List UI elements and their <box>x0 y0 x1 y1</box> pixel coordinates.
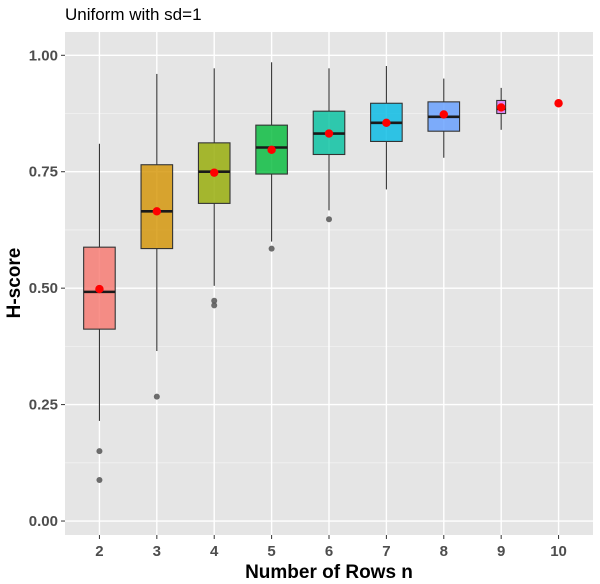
mean-point <box>382 118 391 128</box>
box-7 <box>370 65 403 190</box>
y-axis: 0.00 0.25 0.50 0.75 1.00 <box>29 47 65 530</box>
box-9 <box>496 87 507 130</box>
x-tick-label: 10 <box>550 543 567 560</box>
x-tick-label: 8 <box>440 543 448 560</box>
box-2 <box>83 143 116 484</box>
y-tick-label: 0.50 <box>29 280 58 297</box>
outlier-point <box>96 448 103 455</box>
outlier-point <box>96 477 103 484</box>
mean-point <box>324 129 334 138</box>
outlier-point <box>268 245 275 252</box>
mean-point <box>152 207 162 216</box>
x-axis-title: Number of Rows n <box>245 562 413 583</box>
outlier-point <box>153 393 160 400</box>
mean-point <box>95 284 104 294</box>
box-4 <box>197 68 231 309</box>
outlier-point <box>326 216 332 223</box>
x-tick-label: 6 <box>325 543 333 560</box>
box-3 <box>140 73 174 400</box>
y-tick-label: 1.00 <box>29 47 58 64</box>
x-tick-label: 3 <box>153 543 161 560</box>
y-tick-label: 0.25 <box>29 397 58 414</box>
chart-title: Uniform with sd=1 <box>65 5 202 24</box>
x-tick-label: 9 <box>497 543 505 560</box>
box-10 <box>554 99 563 108</box>
x-tick-label: 4 <box>210 543 219 560</box>
x-tick-label: 2 <box>95 543 103 560</box>
box-6 <box>312 68 346 223</box>
mean-point <box>210 168 219 177</box>
outlier-point <box>211 302 218 309</box>
mean-point <box>554 99 563 108</box>
box-8 <box>427 78 461 158</box>
x-tick-label: 7 <box>382 543 390 560</box>
mean-point <box>267 145 276 155</box>
y-tick-label: 0.75 <box>29 164 58 181</box>
x-axis: 2 3 4 5 6 7 8 9 10 <box>95 535 567 560</box>
outlier-point <box>211 297 218 304</box>
y-tick-label: 0.00 <box>29 513 58 530</box>
boxes-layer <box>83 62 563 484</box>
mean-point <box>496 103 506 112</box>
box-body <box>140 164 174 250</box>
x-tick-label: 5 <box>267 543 275 560</box>
mean-point <box>439 110 448 119</box>
box-5 <box>255 62 288 252</box>
y-axis-title: H-score <box>4 248 25 319</box>
